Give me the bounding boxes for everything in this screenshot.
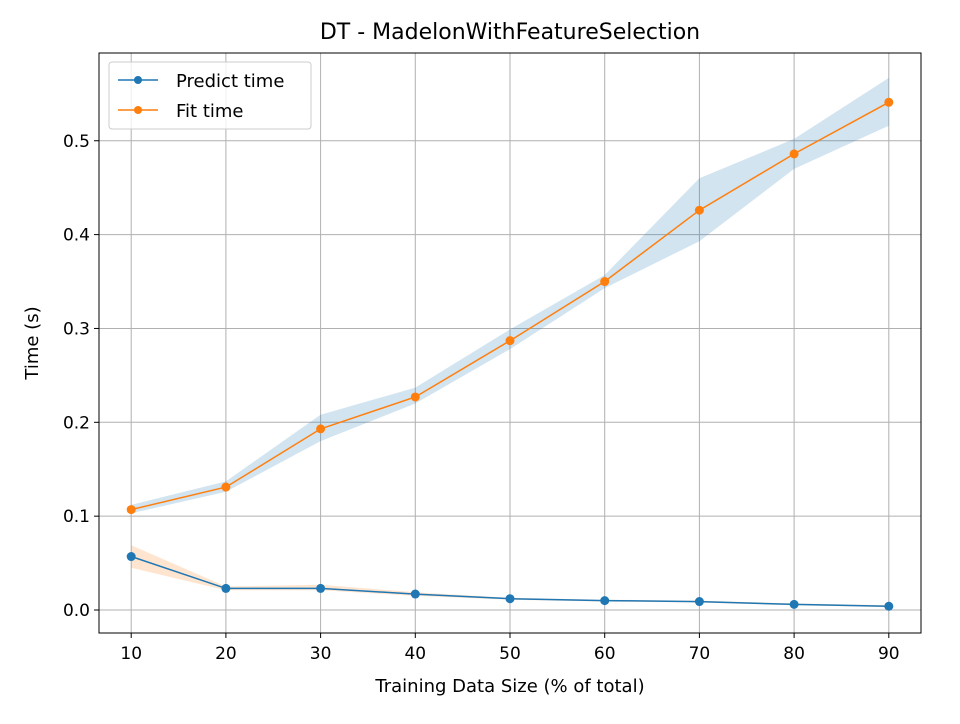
legend: Predict time Fit time: [108, 61, 312, 130]
x-tick-label: 70: [689, 644, 711, 664]
y-axis-label: Time (s): [22, 306, 43, 380]
y-tick-label: 0.4: [63, 226, 90, 246]
legend-box: [108, 61, 312, 130]
legend-predict-marker: [134, 76, 142, 84]
legend-predict-label: Predict time: [176, 71, 284, 92]
y-tick-label: 0.5: [63, 132, 90, 152]
predict-time-point: [694, 597, 704, 607]
predict-time-point: [884, 601, 894, 611]
fit-time-point: [884, 97, 894, 107]
y-axis-ticks: 0.0 0.1 0.2 0.3 0.4 0.5: [63, 132, 99, 621]
x-axis-label: Training Data Size (% of total): [374, 676, 644, 697]
x-axis-ticks: 10 20 30 40 50 60 70 80 90: [120, 633, 900, 664]
legend-fit-label: Fit time: [176, 101, 244, 122]
x-tick-label: 60: [594, 644, 616, 664]
predict-time-point: [789, 599, 799, 609]
x-tick-label: 30: [310, 644, 332, 664]
series-lines: [126, 97, 894, 611]
predict-time-point: [126, 552, 136, 562]
x-tick-label: 10: [120, 644, 142, 664]
y-tick-label: 0.2: [63, 413, 90, 433]
x-tick-label: 20: [215, 644, 237, 664]
predict-time-point: [600, 596, 610, 606]
predict-time-point: [316, 583, 326, 593]
fit-time-band: [131, 77, 889, 514]
x-tick-label: 80: [783, 644, 805, 664]
y-tick-label: 0.3: [63, 319, 90, 339]
y-tick-label: 0.0: [63, 601, 90, 621]
x-tick-label: 40: [404, 644, 426, 664]
x-tick-label: 90: [878, 644, 900, 664]
predict-time-point: [410, 589, 420, 599]
predict-time-point: [505, 594, 515, 604]
fit-time-point: [221, 482, 231, 492]
confidence-bands: [131, 77, 889, 608]
x-tick-label: 50: [499, 644, 521, 664]
fit-time-point: [505, 336, 515, 346]
fit-time-point: [410, 392, 420, 402]
fit-time-point: [126, 505, 136, 515]
fit-time-point: [694, 205, 704, 215]
chart-title: DT - MadelonWithFeatureSelection: [320, 20, 700, 45]
predict-time-point: [221, 583, 231, 593]
y-tick-label: 0.1: [63, 507, 90, 527]
legend-fit-marker: [134, 106, 142, 114]
fit-time-point: [600, 277, 610, 287]
fit-time-point: [316, 424, 326, 434]
fit-time-point: [789, 149, 799, 159]
